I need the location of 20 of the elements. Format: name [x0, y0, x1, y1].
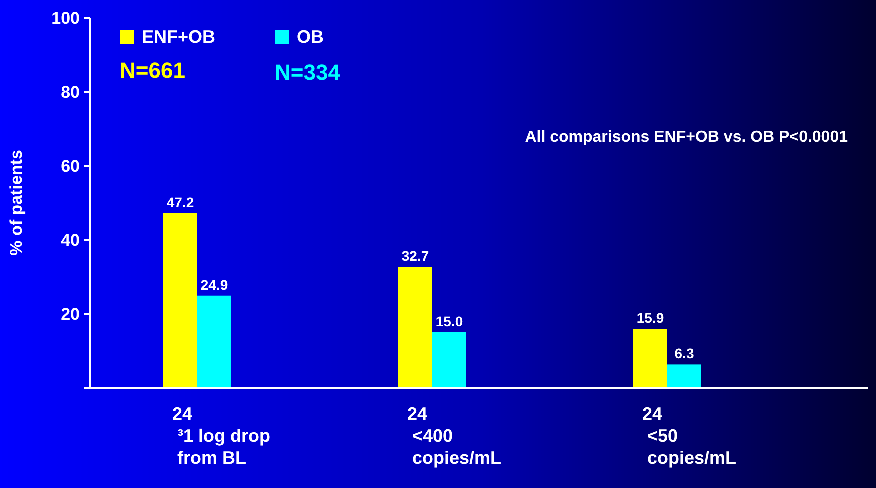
y-tick-label: 40	[61, 230, 80, 250]
legend-label: OB	[297, 27, 324, 47]
y-tick-label: 20	[61, 304, 80, 324]
text: 24.9	[200, 276, 228, 293]
y-axis-title: % of patients	[7, 150, 26, 256]
text: 47.2	[166, 194, 194, 210]
text: 15.9	[636, 310, 664, 326]
annotation: N=661	[120, 58, 186, 83]
annotation: N=334	[275, 60, 342, 85]
text: 32.7	[402, 248, 430, 264]
x-tick-label: 24 <400 copies/mL	[408, 404, 502, 468]
annotation: All comparisons ENF+OB vs. OB P<0.0001	[525, 129, 848, 146]
text: 6.3	[674, 346, 694, 362]
y-tick-label: 100	[52, 8, 80, 28]
y-tick-label: 60	[61, 156, 80, 176]
x-tick-label: 24 <50 copies/mL	[642, 404, 737, 468]
text: 15.0	[436, 314, 464, 330]
x-tick-label: 24 ³1 log drop from BL	[172, 404, 270, 468]
legend-label: ENF+OB	[142, 27, 216, 47]
y-tick-label: 80	[61, 82, 80, 102]
